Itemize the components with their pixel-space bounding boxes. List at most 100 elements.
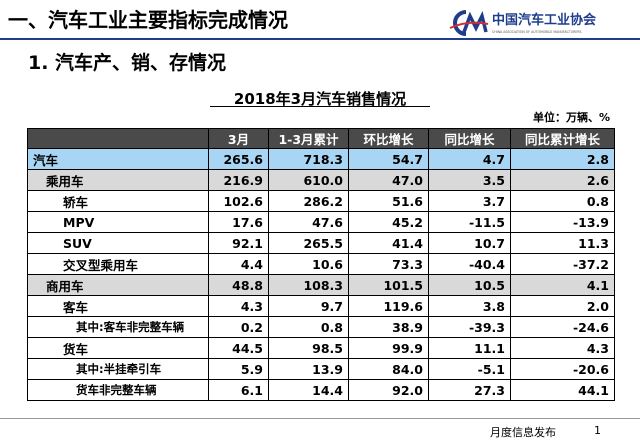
column-header: 1-3月累计 [268, 128, 349, 149]
logo-m [462, 10, 488, 33]
cell: 44.5 [208, 337, 269, 359]
logo-c [453, 10, 467, 36]
cell: 17.6 [208, 211, 269, 233]
cell: 38.9 [348, 316, 429, 338]
cell: 3.8 [428, 295, 511, 317]
cell: 11.1 [428, 337, 511, 359]
row-label: 客车 [27, 295, 209, 317]
cell: 54.7 [348, 148, 429, 170]
cell: -20.6 [510, 358, 615, 380]
cell: 51.6 [348, 190, 429, 212]
column-header: 同比增长 [428, 128, 511, 149]
logo-name: 中国汽车工业协会 [492, 12, 597, 28]
table-row: 其中:客车非完整车辆 0.2 0.8 38.9 -39.3 -24.6 [27, 316, 615, 338]
unit: 单位：万辆、% [532, 111, 610, 124]
cell: -40.4 [428, 253, 511, 275]
cell: 11.3 [510, 232, 615, 254]
cell: 4.7 [428, 148, 511, 170]
cell: 45.2 [348, 211, 429, 233]
cell: 286.2 [268, 190, 349, 212]
cell: 4.3 [510, 337, 615, 359]
footer-rule [0, 418, 640, 419]
row-label: 轿车 [27, 190, 209, 212]
cell: 4.3 [208, 295, 269, 317]
cell: 47.0 [348, 169, 429, 191]
cell: 13.9 [268, 358, 349, 380]
table-row: 轿车 102.6 286.2 51.6 3.7 0.8 [27, 190, 615, 212]
cell: 99.9 [348, 337, 429, 359]
cell: 98.5 [268, 337, 349, 359]
cell: 47.6 [268, 211, 349, 233]
cell: 610.0 [268, 169, 349, 191]
cell: 0.8 [510, 190, 615, 212]
subtitle: 1. 汽车产、销、存情况 [28, 52, 227, 74]
row-label: MPV [27, 211, 209, 233]
table-row: 交叉型乘用车 4.4 10.6 73.3 -40.4 -37.2 [27, 253, 615, 275]
cell: 108.3 [268, 274, 349, 296]
cell: 48.8 [208, 274, 269, 296]
column-header: 3月 [208, 128, 269, 149]
row-label: SUV [27, 232, 209, 254]
table-row: 乘用车 216.9 610.0 47.0 3.5 2.6 [27, 169, 615, 191]
cell: 84.0 [348, 358, 429, 380]
cell: 6.1 [208, 379, 269, 401]
cell: 718.3 [268, 148, 349, 170]
cell: 41.4 [348, 232, 429, 254]
page-number: 1 [594, 424, 601, 437]
cell: 9.7 [268, 295, 349, 317]
row-label: 商用车 [27, 274, 209, 296]
cell: 101.5 [348, 274, 429, 296]
cell: 2.0 [510, 295, 615, 317]
cell: 44.1 [510, 379, 615, 401]
cell: 2.6 [510, 169, 615, 191]
table-row: 商用车 48.8 108.3 101.5 10.5 4.1 [27, 274, 615, 296]
cell: -13.9 [510, 211, 615, 233]
footer-text: 月度信息发布 [490, 426, 556, 439]
cell: -37.2 [510, 253, 615, 275]
cell: -24.6 [510, 316, 615, 338]
row-label: 货车非完整车辆 [27, 379, 209, 401]
table-row: 汽车 265.6 718.3 54.7 4.7 2.8 [27, 148, 615, 170]
cell: 4.1 [510, 274, 615, 296]
cell: 265.6 [208, 148, 269, 170]
table-row: 货车 44.5 98.5 99.9 11.1 4.3 [27, 337, 615, 359]
table: 3月 1-3月累计 环比增长 同比增长 同比累计增长 汽车 265.6 718.3 54.7 4.… [27, 128, 615, 401]
cell: 73.3 [348, 253, 429, 275]
cell: 216.9 [208, 169, 269, 191]
cell: -39.3 [428, 316, 511, 338]
header-rule [0, 38, 640, 40]
column-header [27, 128, 209, 149]
table-title: 2018年3月汽车销售情况 [233, 90, 407, 108]
column-header: 环比增长 [348, 128, 429, 149]
cell: 10.6 [268, 253, 349, 275]
cell: 92.1 [208, 232, 269, 254]
cell: 2.8 [510, 148, 615, 170]
row-label: 汽车 [27, 148, 209, 170]
cell: 4.4 [208, 253, 269, 275]
slide-title: 一、汽车工业主要指标完成情况 [8, 8, 288, 32]
cell: 10.7 [428, 232, 511, 254]
logo: 中国汽车工业协会 CHINA ASSOCIATION OF AUTOMOBILE… [449, 10, 597, 36]
cell: 5.9 [208, 358, 269, 380]
cell: 265.5 [268, 232, 349, 254]
column-header: 同比累计增长 [510, 128, 615, 149]
cell: 119.6 [348, 295, 429, 317]
row-label: 交叉型乘用车 [27, 253, 209, 275]
table-row: SUV 92.1 265.5 41.4 10.7 11.3 [27, 232, 615, 254]
row-label: 货车 [27, 337, 209, 359]
table-row: 货车非完整车辆 6.1 14.4 92.0 27.3 44.1 [27, 379, 615, 401]
cell: 3.5 [428, 169, 511, 191]
table-row: 其中:半挂牵引车 5.9 13.9 84.0 -5.1 -20.6 [27, 358, 615, 380]
row-label: 其中:半挂牵引车 [27, 358, 209, 380]
cell: 3.7 [428, 190, 511, 212]
cell: 10.5 [428, 274, 511, 296]
row-label: 其中:客车非完整车辆 [27, 316, 209, 338]
cell: -11.5 [428, 211, 511, 233]
title-rule [210, 106, 430, 107]
cell: 102.6 [208, 190, 269, 212]
logo-english: CHINA ASSOCIATION OF AUTOMOBILE MANUFACT… [492, 30, 582, 34]
table-row: 客车 4.3 9.7 119.6 3.8 2.0 [27, 295, 615, 317]
cell: 92.0 [348, 379, 429, 401]
cell: 14.4 [268, 379, 349, 401]
